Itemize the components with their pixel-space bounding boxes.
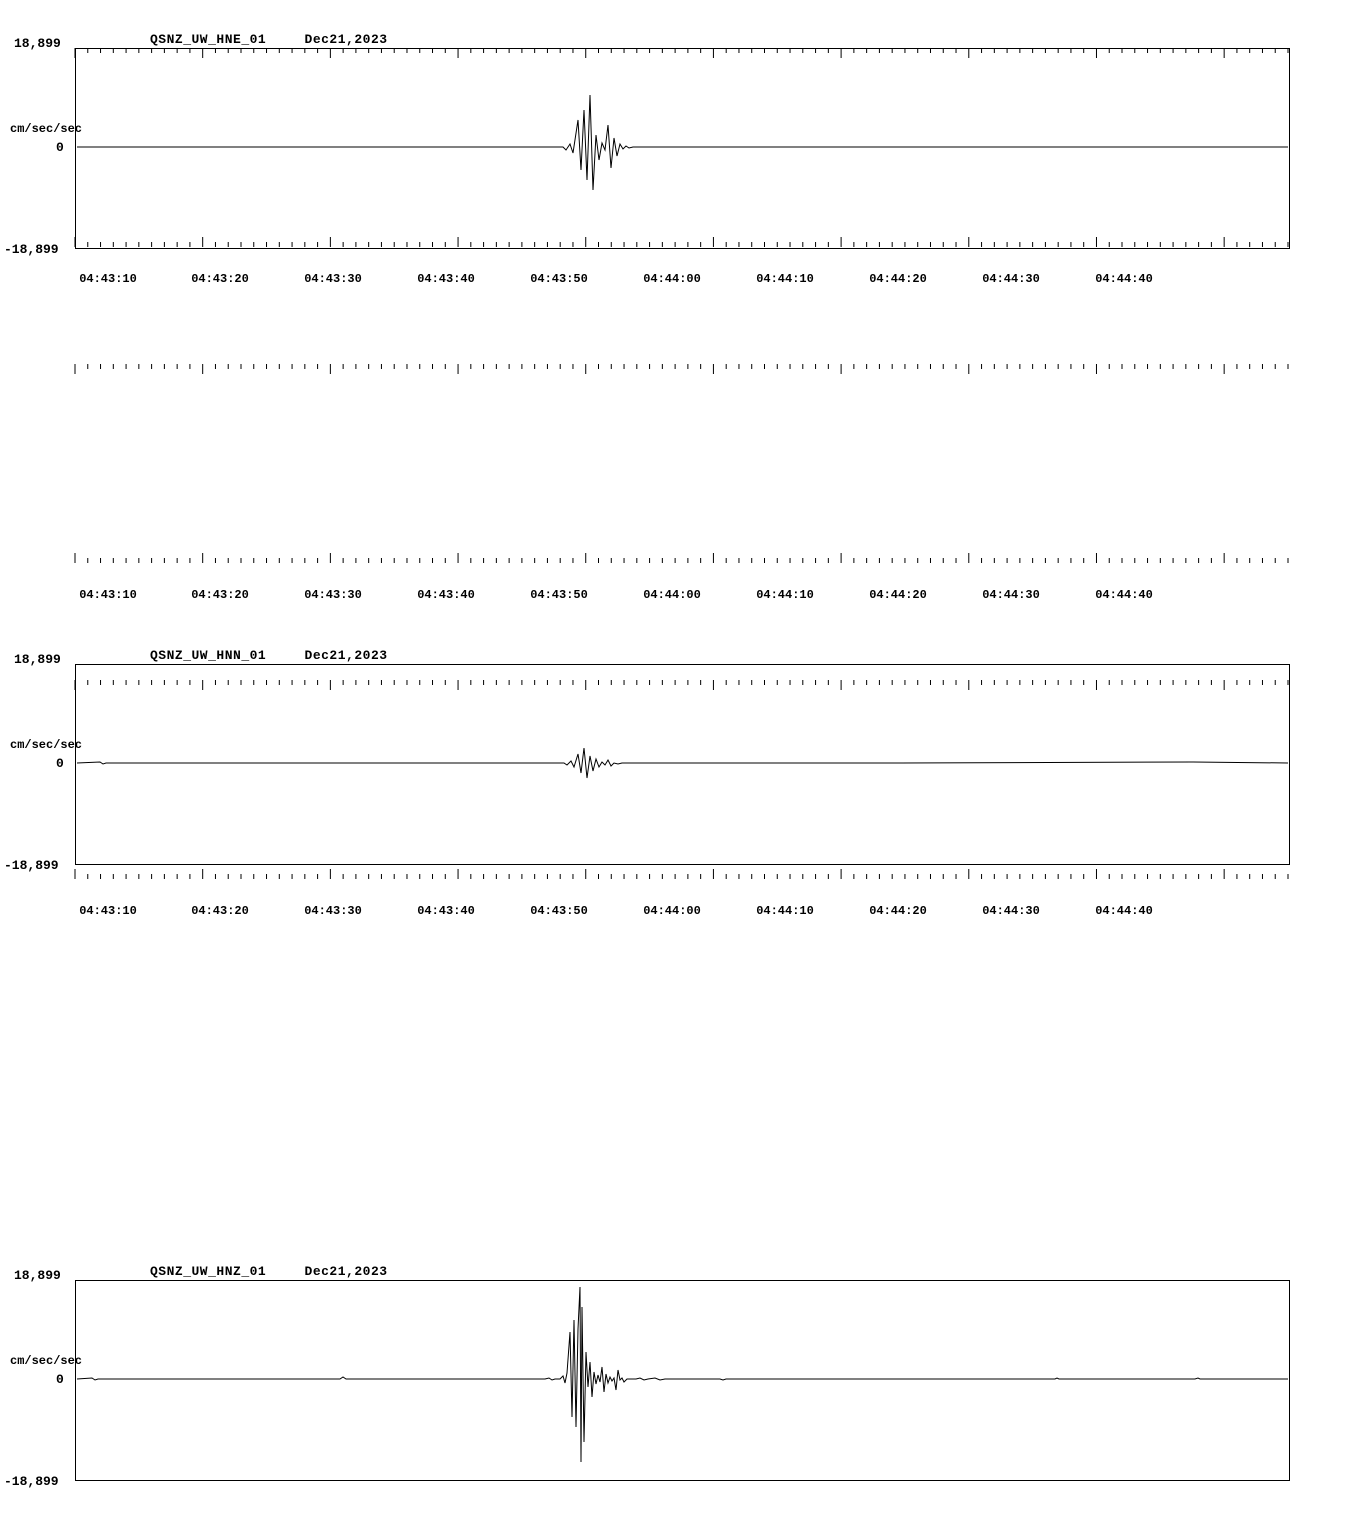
xaxis-tick-2-hnn: 04:43:30	[304, 588, 362, 602]
xaxis-tick-6-hnn: 04:44:10	[756, 588, 814, 602]
xaxis-tick-9-hnz: 04:44:40	[1095, 904, 1153, 918]
xaxis-tick-4-hnz: 04:43:50	[530, 904, 588, 918]
xaxis-tick-7-hne: 04:44:20	[869, 272, 927, 286]
waveform-trace-hnz[interactable]	[0, 1232, 1358, 1532]
xaxis-tick-5-hnn: 04:44:00	[643, 588, 701, 602]
xaxis-tick-2-hnz: 04:43:30	[304, 904, 362, 918]
waveform-trace-hne[interactable]	[0, 0, 1358, 300]
xaxis-tick-1-hnn: 04:43:20	[191, 588, 249, 602]
xaxis-tick-9-hnn: 04:44:40	[1095, 588, 1153, 602]
xaxis-tick-1-hnz: 04:43:20	[191, 904, 249, 918]
xaxis-tick-9-hne: 04:44:40	[1095, 272, 1153, 286]
xaxis-tick-3-hnz: 04:43:40	[417, 904, 475, 918]
xaxis-tick-5-hnz: 04:44:00	[643, 904, 701, 918]
xaxis-tick-3-hne: 04:43:40	[417, 272, 475, 286]
xaxis-tick-8-hnn: 04:44:30	[982, 588, 1040, 602]
xaxis-tick-3-hnn: 04:43:40	[417, 588, 475, 602]
xaxis-tick-7-hnz: 04:44:20	[869, 904, 927, 918]
xaxis-tick-0-hne: 04:43:10	[79, 272, 137, 286]
xaxis-tick-7-hnn: 04:44:20	[869, 588, 927, 602]
xaxis-tick-1-hne: 04:43:20	[191, 272, 249, 286]
xaxis-tick-6-hnz: 04:44:10	[756, 904, 814, 918]
xaxis-tick-2-hne: 04:43:30	[304, 272, 362, 286]
waveform-panel-hnn: QSNZ_UW_HNN_01 Dec21,2023 18,899 -18,899…	[0, 616, 1358, 916]
xaxis-tick-8-hnz: 04:44:30	[982, 904, 1040, 918]
waveform-panel-hne: QSNZ_UW_HNE_01 Dec21,2023 18,899 -18,899…	[0, 0, 1358, 300]
waveform-trace-hnn[interactable]	[0, 616, 1358, 916]
xaxis-tick-4-hne: 04:43:50	[530, 272, 588, 286]
seismograph-page: QSNZ_UW_HNE_01 Dec21,2023 18,899 -18,899…	[0, 0, 1358, 924]
xaxis-tick-8-hne: 04:44:30	[982, 272, 1040, 286]
xaxis-tick-0-hnz: 04:43:10	[79, 904, 137, 918]
xaxis-tick-4-hnn: 04:43:50	[530, 588, 588, 602]
xaxis-tick-5-hne: 04:44:00	[643, 272, 701, 286]
xaxis-tick-6-hne: 04:44:10	[756, 272, 814, 286]
waveform-panel-hnz: QSNZ_UW_HNZ_01 Dec21,2023 18,899 -18,899…	[0, 1232, 1358, 1532]
xaxis-tick-0-hnn: 04:43:10	[79, 588, 137, 602]
